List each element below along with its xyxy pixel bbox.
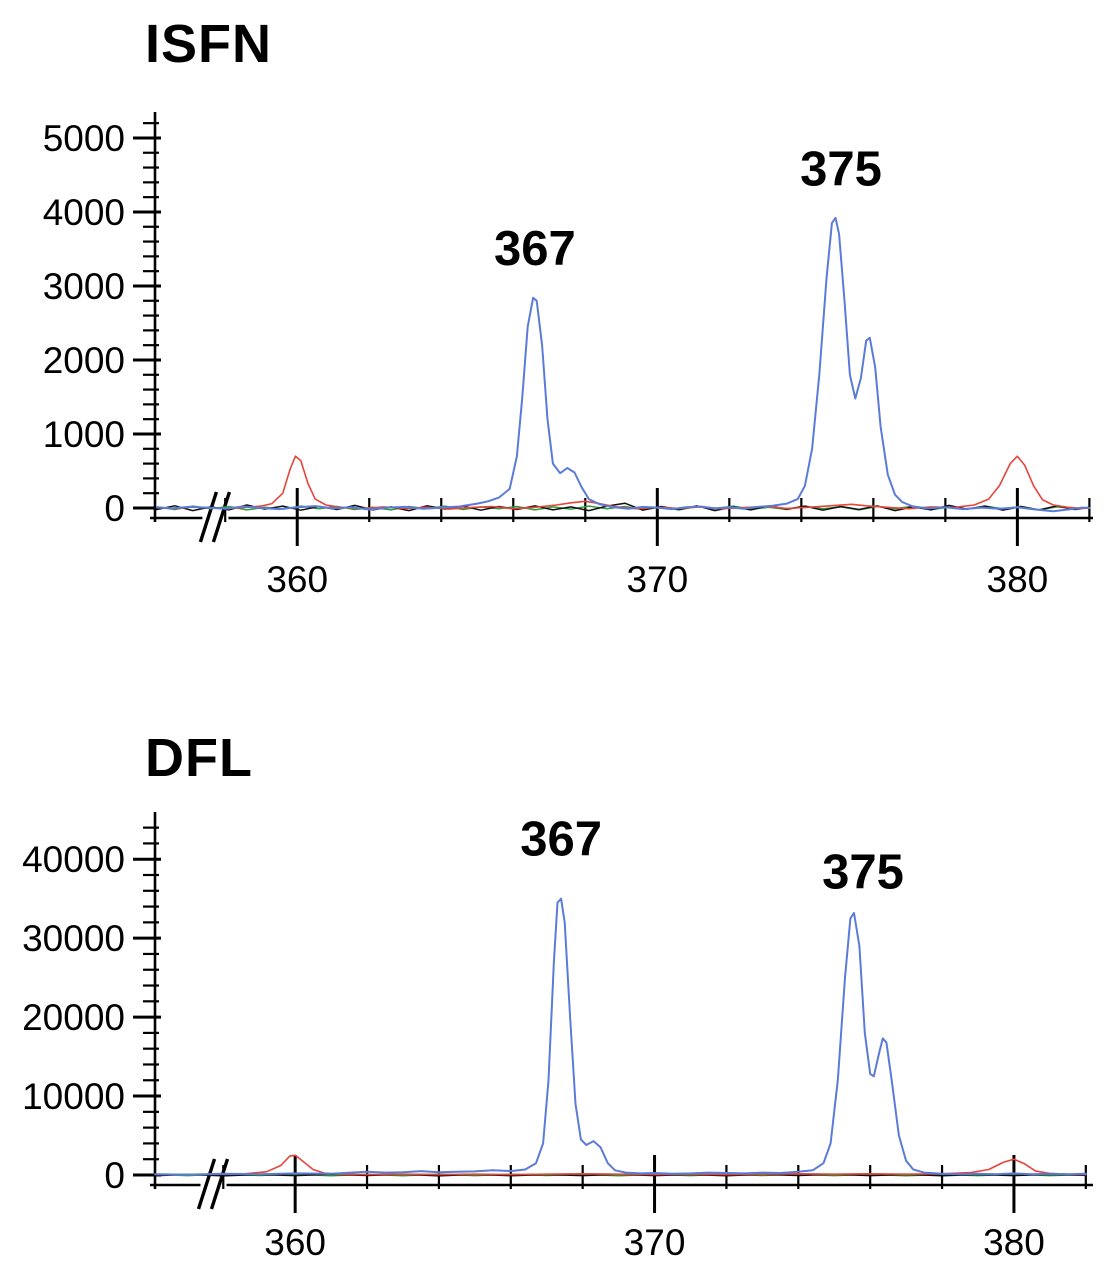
isfn-electropherogram: ISFN 360 370 380 0 1000 2000 3000 4000 5000 367 37… — [43, 14, 1093, 600]
axis-break-icon — [209, 1158, 230, 1210]
chart-title-dfl: DFL — [145, 728, 253, 788]
y-tick-label: 40000 — [22, 839, 125, 880]
peak-label: 375 — [822, 845, 904, 899]
axis-break-icon — [198, 491, 219, 543]
y-tick-label: 0 — [104, 1155, 125, 1196]
series-blue — [155, 216, 1091, 513]
y-tick-label: 0 — [104, 488, 125, 529]
axis-break-icon — [196, 1158, 217, 1210]
peak-label: 375 — [800, 142, 882, 196]
axis-break-icon — [211, 491, 232, 543]
x-tick-label: 380 — [987, 559, 1049, 600]
series-red — [154, 1154, 1087, 1176]
x-tick-label: 380 — [983, 1222, 1045, 1263]
dfl-plot-area: 360 370 380 0 10000 20000 30000 40000 367 375 — [22, 812, 1093, 1263]
y-tick-label: 4000 — [43, 192, 125, 233]
x-tick-label: 360 — [266, 559, 328, 600]
y-tick-label: 1000 — [43, 414, 125, 455]
x-tick-label: 370 — [626, 559, 688, 600]
dfl-electropherogram: DFL 360 370 380 0 10000 20000 30000 40000 367 375 — [22, 728, 1093, 1263]
chart-title-isfn: ISFN — [145, 14, 272, 74]
peak-label: 367 — [520, 812, 602, 866]
peak-label: 367 — [494, 222, 576, 276]
y-tick-label: 30000 — [22, 918, 125, 959]
x-tick-label: 370 — [624, 1222, 686, 1263]
series-blue — [154, 897, 1087, 1176]
x-tick-label: 360 — [264, 1222, 326, 1263]
isfn-plot-area: 360 370 380 0 1000 2000 3000 4000 5000 367 375 — [43, 112, 1093, 600]
y-tick-label: 2000 — [43, 340, 125, 381]
y-tick-label: 10000 — [22, 1076, 125, 1117]
y-tick-label: 20000 — [22, 997, 125, 1038]
y-tick-label: 5000 — [43, 118, 125, 159]
y-tick-label: 3000 — [43, 266, 125, 307]
